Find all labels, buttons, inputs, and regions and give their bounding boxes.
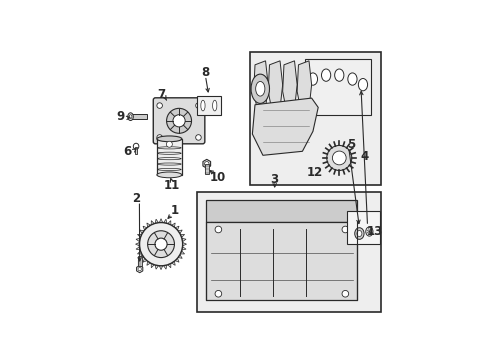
Polygon shape (147, 223, 150, 227)
Ellipse shape (366, 227, 373, 236)
Text: 1: 1 (171, 204, 179, 217)
Polygon shape (183, 243, 187, 246)
Circle shape (155, 238, 167, 250)
Ellipse shape (251, 74, 270, 103)
Text: 3: 3 (270, 173, 279, 186)
Bar (206, 222, 357, 300)
Ellipse shape (308, 73, 318, 85)
Text: 13: 13 (367, 225, 383, 238)
Circle shape (147, 231, 174, 257)
Polygon shape (182, 247, 186, 250)
Bar (250, 51, 381, 185)
Circle shape (167, 141, 172, 147)
Circle shape (215, 226, 221, 233)
Text: 12: 12 (307, 166, 323, 179)
Bar (138, 256, 142, 266)
Ellipse shape (201, 100, 205, 111)
Ellipse shape (128, 113, 133, 121)
Polygon shape (159, 266, 163, 270)
Polygon shape (178, 255, 182, 258)
Circle shape (204, 162, 209, 166)
Text: 5: 5 (347, 138, 356, 151)
Text: 9: 9 (117, 110, 125, 123)
Circle shape (332, 151, 346, 165)
Polygon shape (178, 230, 182, 234)
Polygon shape (140, 230, 144, 234)
Circle shape (327, 145, 352, 171)
Ellipse shape (157, 136, 182, 142)
Circle shape (167, 108, 192, 133)
Polygon shape (164, 265, 167, 269)
Ellipse shape (321, 69, 331, 81)
Polygon shape (252, 98, 318, 155)
Circle shape (196, 135, 201, 140)
Polygon shape (151, 221, 154, 225)
Text: 6: 6 (123, 145, 132, 158)
Bar (197, 96, 220, 115)
Polygon shape (164, 219, 167, 223)
Circle shape (157, 103, 162, 108)
Bar (204, 164, 209, 174)
Circle shape (157, 135, 162, 140)
Text: 11: 11 (164, 179, 180, 193)
Polygon shape (182, 238, 186, 242)
Polygon shape (136, 238, 140, 242)
Bar (197, 192, 381, 312)
Polygon shape (175, 226, 179, 230)
Polygon shape (168, 264, 171, 268)
Polygon shape (168, 221, 171, 225)
Polygon shape (268, 61, 283, 111)
Polygon shape (172, 223, 175, 227)
Polygon shape (180, 234, 185, 238)
Polygon shape (297, 61, 312, 111)
Polygon shape (283, 61, 297, 111)
Circle shape (196, 103, 201, 108)
Bar (206, 200, 357, 222)
Polygon shape (254, 61, 268, 111)
Ellipse shape (358, 78, 368, 91)
Polygon shape (147, 261, 150, 265)
Polygon shape (138, 251, 142, 254)
Ellipse shape (355, 228, 364, 239)
Polygon shape (140, 255, 144, 258)
Polygon shape (180, 251, 185, 254)
Ellipse shape (256, 81, 265, 96)
FancyBboxPatch shape (153, 98, 205, 144)
Polygon shape (159, 219, 163, 222)
Polygon shape (155, 219, 158, 223)
Text: 4: 4 (360, 150, 368, 163)
Circle shape (140, 222, 183, 266)
Circle shape (173, 115, 185, 127)
Bar (135, 147, 138, 154)
Bar (305, 59, 371, 116)
Ellipse shape (129, 115, 132, 118)
Bar (157, 139, 182, 175)
Bar (130, 114, 147, 120)
Polygon shape (151, 264, 154, 268)
Ellipse shape (348, 73, 357, 85)
Ellipse shape (157, 172, 182, 178)
Polygon shape (138, 234, 142, 238)
Circle shape (342, 291, 349, 297)
Circle shape (342, 226, 349, 233)
Text: 8: 8 (201, 66, 210, 79)
Text: 2: 2 (132, 192, 140, 205)
Polygon shape (136, 243, 140, 246)
Polygon shape (155, 265, 158, 269)
Polygon shape (172, 261, 175, 265)
Polygon shape (143, 258, 147, 262)
Circle shape (215, 291, 221, 297)
Text: 7: 7 (157, 88, 165, 101)
Ellipse shape (335, 69, 344, 81)
Polygon shape (143, 226, 147, 230)
Polygon shape (203, 159, 211, 168)
Polygon shape (136, 247, 140, 250)
Polygon shape (175, 258, 179, 262)
Bar (347, 211, 380, 244)
Text: 10: 10 (210, 171, 226, 184)
Ellipse shape (213, 100, 217, 111)
Circle shape (138, 267, 141, 271)
Polygon shape (137, 266, 143, 273)
Ellipse shape (357, 230, 362, 237)
